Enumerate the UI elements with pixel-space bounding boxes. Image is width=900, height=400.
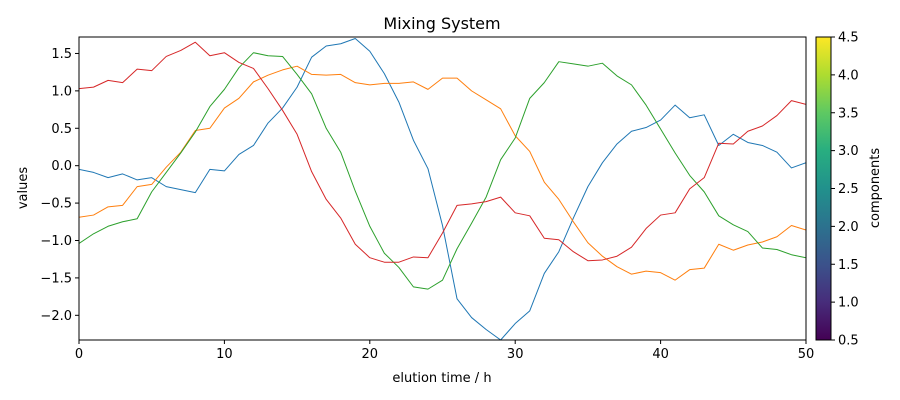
series-line-1	[79, 38, 806, 340]
colorbar-tick-label: 2.0	[838, 220, 859, 235]
y-tick-label: 1.0	[51, 84, 72, 99]
y-tick-label: −0.5	[40, 197, 72, 212]
colorbar-tick-label: 1.5	[838, 258, 859, 273]
colorbar-tick-label: 3.5	[838, 106, 859, 121]
colorbar-tick-label: 2.5	[838, 182, 859, 197]
chart-title: Mixing System	[383, 14, 500, 33]
y-tick-label: 0.0	[51, 159, 72, 174]
y-tick-label: −2.0	[40, 309, 72, 324]
series-line-2	[79, 65, 806, 281]
colorbar-ticks: 0.5 1.0 1.5 2.0 2.5 3.0 3.5 4.0 4.5	[831, 31, 859, 349]
x-tick-label: 30	[507, 347, 524, 362]
y-tick-label: −1.5	[40, 271, 72, 286]
y-tick-label: 1.5	[51, 47, 72, 62]
x-tick-label: 0	[75, 347, 83, 362]
colorbar	[816, 37, 831, 340]
x-axis-ticks: 0 10 20 30 40 50	[75, 340, 814, 362]
x-axis-title: elution time / h	[392, 371, 491, 386]
colorbar-tick-label: 4.5	[838, 31, 859, 46]
y-axis-ticks: −2.0 −1.5 −1.0 −0.5 0.0 0.5 1.0 1.5	[40, 47, 79, 324]
y-tick-label: 0.5	[51, 122, 72, 137]
colorbar-tick-label: 4.0	[838, 68, 859, 83]
x-tick-label: 10	[216, 347, 233, 362]
x-tick-label: 50	[798, 347, 815, 362]
x-tick-label: 20	[362, 347, 379, 362]
x-tick-label: 40	[652, 347, 669, 362]
plot-frame	[78, 36, 807, 341]
y-axis-title: values	[16, 167, 31, 210]
series-line-3	[79, 52, 806, 290]
colorbar-title: components	[868, 148, 883, 229]
colorbar-tick-label: 3.0	[838, 144, 859, 159]
series-layer	[79, 38, 806, 340]
colorbar-tick-label: 0.5	[838, 334, 859, 349]
colorbar-tick-label: 1.0	[838, 296, 859, 311]
y-tick-label: −1.0	[40, 234, 72, 249]
series-line-4	[79, 41, 806, 263]
